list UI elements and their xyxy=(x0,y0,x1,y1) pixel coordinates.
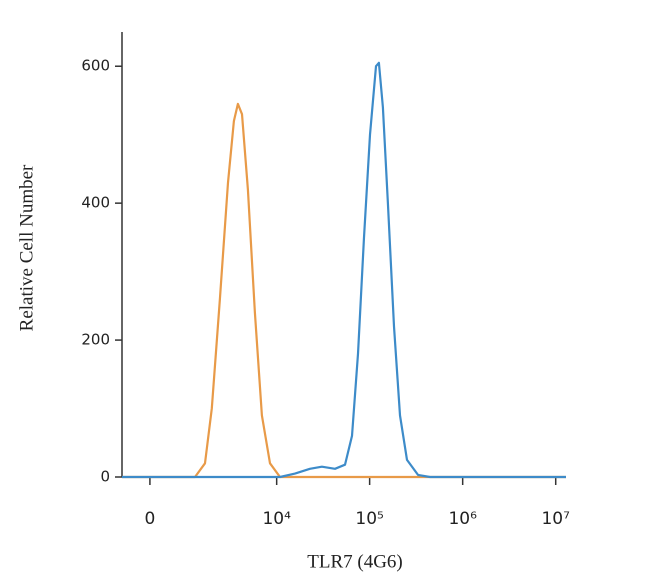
x-tick-label: 10⁵ xyxy=(355,509,383,529)
x-tick-label: 10⁶ xyxy=(448,509,477,529)
x-tick-label: 0 xyxy=(145,509,156,529)
series-line xyxy=(122,61,566,479)
y-tick-label: 0 xyxy=(100,468,110,486)
series-line xyxy=(122,102,566,479)
y-tick-label: 400 xyxy=(81,194,110,212)
x-tick-label: 10⁴ xyxy=(262,509,291,529)
y-axis-label: Relative Cell Number xyxy=(16,164,37,331)
y-tick-label: 200 xyxy=(81,331,110,349)
x-tick-label: 10⁷ xyxy=(541,509,570,529)
x-axis-label: TLR7 (4G6) xyxy=(307,551,403,572)
y-tick-label: 600 xyxy=(81,57,110,75)
